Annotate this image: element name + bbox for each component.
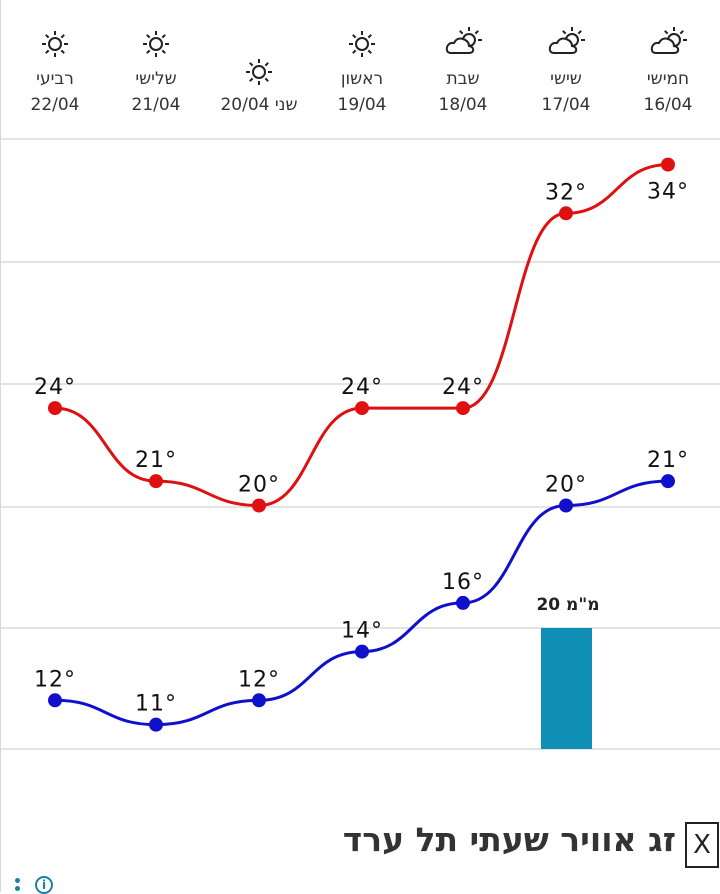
data-point xyxy=(355,644,369,659)
day-date: 19/04 xyxy=(338,95,387,115)
data-label: 21° xyxy=(135,448,177,473)
page-title: זג אוויר שעתי תל ערד xyxy=(342,820,676,859)
rain-bar-label: 20 מ"מ xyxy=(536,595,599,615)
data-point xyxy=(559,206,573,221)
close-button[interactable]: X xyxy=(685,822,719,868)
data-label: 34° xyxy=(647,180,689,205)
data-label: 24° xyxy=(341,375,383,400)
partly-cloudy-icon xyxy=(650,27,687,54)
day-name: שישי xyxy=(550,69,582,89)
day-name: רביעי xyxy=(36,69,74,89)
data-point xyxy=(252,498,266,513)
day-label: שני 20/04 xyxy=(220,95,297,115)
day-date: 22/04 xyxy=(31,95,80,115)
data-label: 24° xyxy=(442,375,484,400)
data-point xyxy=(48,693,62,708)
day-name: ראשון xyxy=(341,69,383,89)
sun-icon xyxy=(246,59,272,85)
data-label: 12° xyxy=(238,667,280,692)
info-icon[interactable]: i xyxy=(35,876,53,894)
data-label: 24° xyxy=(34,375,76,400)
data-point xyxy=(149,717,163,732)
menu-dots-icon[interactable] xyxy=(15,878,21,892)
data-point xyxy=(252,693,266,708)
day-date: 16/04 xyxy=(644,95,693,115)
day-date: 17/04 xyxy=(542,95,591,115)
partly-cloudy-icon xyxy=(445,27,482,54)
day-name: שבת xyxy=(446,69,479,89)
partly-cloudy-icon xyxy=(548,27,585,54)
data-point xyxy=(661,474,675,489)
data-label: 32° xyxy=(545,180,587,205)
data-point xyxy=(559,498,573,513)
data-point xyxy=(355,401,369,416)
day-name: חמישי xyxy=(647,69,689,89)
day-date: 21/04 xyxy=(132,95,181,115)
sun-icon xyxy=(42,31,68,57)
day-date: 18/04 xyxy=(439,95,488,115)
data-label: 12° xyxy=(34,667,76,692)
temperature-chart: רביעי 22/04 שלישי 21/04 שני 20/04 ראשון 19/04 ש… xyxy=(1,27,720,750)
sun-icon xyxy=(349,31,375,57)
data-label: 20° xyxy=(238,473,280,498)
data-label: 11° xyxy=(135,692,177,717)
data-point xyxy=(456,401,470,416)
data-label: 20° xyxy=(545,473,587,498)
data-point xyxy=(456,595,470,610)
sun-icon xyxy=(143,31,169,57)
data-label: 21° xyxy=(647,448,689,473)
data-label: 14° xyxy=(341,619,383,644)
data-point xyxy=(48,401,62,416)
rain-bar xyxy=(541,628,592,749)
data-point xyxy=(149,474,163,489)
data-label: 16° xyxy=(442,570,484,595)
data-point xyxy=(661,157,675,172)
day-name: שלישי xyxy=(135,69,176,89)
